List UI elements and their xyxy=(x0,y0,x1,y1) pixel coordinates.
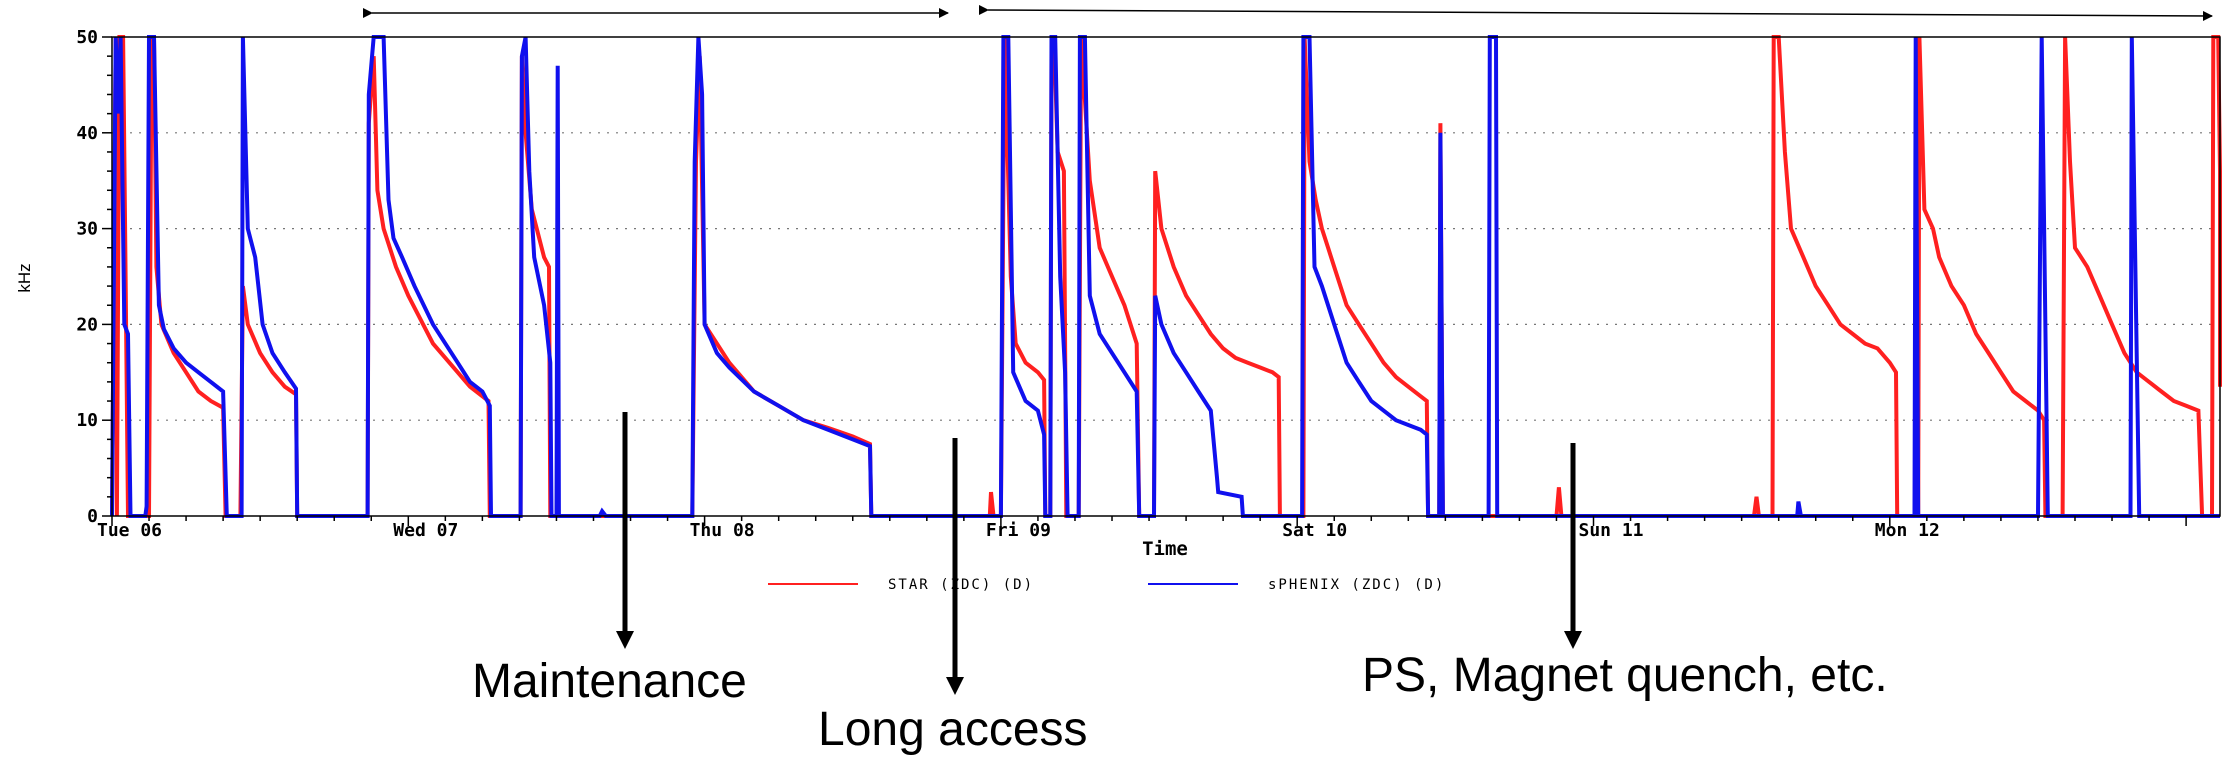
series-group xyxy=(110,35,2222,518)
legend-label-sphenix: sPHENIX (ZDC) (D) xyxy=(1268,577,1445,593)
x-tick-label: Mon 12 xyxy=(1875,520,1940,541)
y-tick-label: 30 xyxy=(76,219,98,240)
series-line-star xyxy=(110,35,2222,518)
range-arrow-right xyxy=(978,4,2213,21)
legend: STAR (ZDC) (D) sPHENIX (ZDC) (D) xyxy=(768,577,1445,593)
plot-frame xyxy=(111,36,2221,517)
x-tick-label: Sun 11 xyxy=(1579,520,1644,541)
x-tick-label: Sat 10 xyxy=(1282,520,1347,541)
y-axis-label: kHz xyxy=(15,263,34,292)
axes xyxy=(111,36,2221,517)
x-ticks: Tue 06 Wed 07 Thu 08 Fri 09 Sat 10 Sun 11 Mon … xyxy=(97,516,2187,541)
long-access-annotation: Long access xyxy=(818,703,1088,756)
series-line-sphenix xyxy=(110,35,2220,518)
x-tick-label: Wed 07 xyxy=(393,520,458,541)
maintenance-annotation: Maintenance xyxy=(472,655,747,708)
ps-quench-annotation: PS, Magnet quench, etc. xyxy=(1362,649,1888,702)
x-tick-label: Tue 06 xyxy=(97,520,162,541)
y-tick-label: 50 xyxy=(76,27,98,48)
y-tick-label: 0 xyxy=(87,506,98,527)
legend-label-star: STAR (ZDC) (D) xyxy=(888,577,1034,593)
x-tick-label: Fri 09 xyxy=(986,520,1051,541)
y-tick-label: 40 xyxy=(76,123,98,144)
x-axis-label: Time xyxy=(1142,538,1188,560)
grid-lines xyxy=(112,132,2220,421)
y-ticks: 0 10 20 30 40 50 xyxy=(76,27,112,527)
y-tick-label: 20 xyxy=(76,314,98,335)
x-tick-label: Thu 08 xyxy=(690,520,755,541)
y-tick-label: 10 xyxy=(76,410,98,431)
